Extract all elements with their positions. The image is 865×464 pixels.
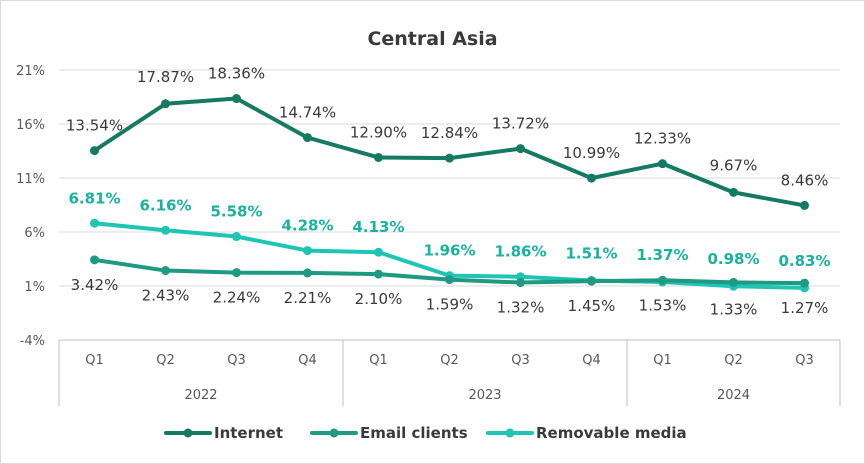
- data-point: [303, 246, 312, 256]
- data-label: 0.98%: [707, 250, 759, 268]
- data-label: 17.87%: [137, 68, 194, 86]
- x-tick-label: Q3: [227, 353, 246, 368]
- data-label: 12.33%: [634, 130, 691, 148]
- data-point: [90, 146, 99, 156]
- data-label: 2.21%: [284, 289, 332, 307]
- data-point: [90, 255, 99, 265]
- data-label: 12.90%: [350, 123, 407, 141]
- legend-marker: [505, 428, 515, 438]
- year-group-label: 2023: [468, 388, 501, 403]
- data-point: [374, 247, 383, 257]
- data-label: 4.13%: [352, 218, 404, 236]
- data-label: 1.59%: [426, 296, 474, 314]
- x-tick-label: Q1: [653, 353, 672, 368]
- data-label: 1.37%: [636, 246, 688, 264]
- x-tick-label: Q1: [85, 353, 104, 368]
- y-tick-label: 11%: [16, 172, 45, 187]
- data-label: 18.36%: [208, 65, 265, 83]
- x-tick-label: Q3: [795, 353, 814, 368]
- data-point: [303, 268, 312, 278]
- data-label: 1.45%: [568, 297, 616, 315]
- legend-label: Internet: [214, 424, 283, 442]
- data-point: [587, 173, 596, 183]
- data-point: [800, 278, 809, 288]
- data-label: 12.84%: [421, 124, 478, 142]
- data-point: [516, 144, 525, 154]
- x-tick-label: Q2: [440, 353, 459, 368]
- y-tick-label: 21%: [16, 64, 45, 79]
- data-label: 5.58%: [210, 203, 262, 221]
- x-tick-label: Q1: [369, 353, 388, 368]
- data-point: [445, 275, 454, 285]
- data-label: 9.67%: [710, 156, 758, 174]
- data-point: [161, 225, 170, 235]
- data-point: [587, 276, 596, 286]
- y-tick-label: 6%: [24, 226, 45, 241]
- data-point: [161, 266, 170, 276]
- data-label: 10.99%: [563, 144, 620, 162]
- data-point: [729, 277, 738, 287]
- legend-marker: [329, 428, 339, 438]
- data-label: 1.33%: [710, 300, 758, 318]
- data-point: [800, 200, 809, 210]
- y-tick-label: 1%: [24, 280, 45, 295]
- data-label: 1.51%: [565, 244, 617, 262]
- data-label: 13.72%: [492, 115, 549, 133]
- year-group-label: 2022: [184, 388, 217, 403]
- x-tick-label: Q4: [298, 353, 317, 368]
- data-point: [303, 133, 312, 143]
- x-tick-label: Q3: [511, 353, 530, 368]
- data-label: 1.96%: [423, 242, 475, 260]
- data-label: 4.28%: [281, 217, 333, 235]
- data-point: [658, 159, 667, 169]
- data-label: 14.74%: [279, 104, 336, 122]
- data-label: 8.46%: [781, 171, 829, 189]
- data-point: [729, 187, 738, 197]
- data-point: [374, 269, 383, 279]
- chart-title: Central Asia: [367, 28, 498, 50]
- y-tick-label: -4%: [20, 334, 45, 349]
- data-point: [232, 232, 241, 242]
- legend-label: Email clients: [360, 424, 468, 442]
- data-label: 1.27%: [781, 299, 829, 317]
- data-label: 3.42%: [71, 276, 119, 294]
- x-tick-label: Q2: [156, 353, 175, 368]
- data-label: 6.16%: [139, 196, 191, 214]
- data-label: 13.54%: [66, 117, 123, 135]
- year-group-label: 2024: [717, 388, 750, 403]
- data-label: 1.32%: [497, 299, 545, 317]
- x-tick-label: Q4: [582, 353, 601, 368]
- data-point: [232, 268, 241, 278]
- data-point: [658, 275, 667, 285]
- legend-label: Removable media: [536, 424, 687, 442]
- data-label: 1.86%: [494, 243, 546, 261]
- y-tick-label: 16%: [16, 118, 45, 133]
- legend-marker: [183, 428, 193, 438]
- data-label: 1.53%: [639, 296, 687, 314]
- data-point: [516, 278, 525, 288]
- data-point: [161, 99, 170, 109]
- data-point: [232, 94, 241, 104]
- data-label: 2.10%: [355, 290, 403, 308]
- data-label: 2.24%: [213, 289, 261, 307]
- data-point: [445, 153, 454, 163]
- data-point: [90, 218, 99, 228]
- data-point: [374, 152, 383, 162]
- x-tick-label: Q2: [724, 353, 743, 368]
- data-label: 6.81%: [68, 189, 120, 207]
- data-label: 2.43%: [142, 287, 190, 305]
- data-label: 0.83%: [778, 252, 830, 270]
- series-line-internet: [92, 96, 807, 208]
